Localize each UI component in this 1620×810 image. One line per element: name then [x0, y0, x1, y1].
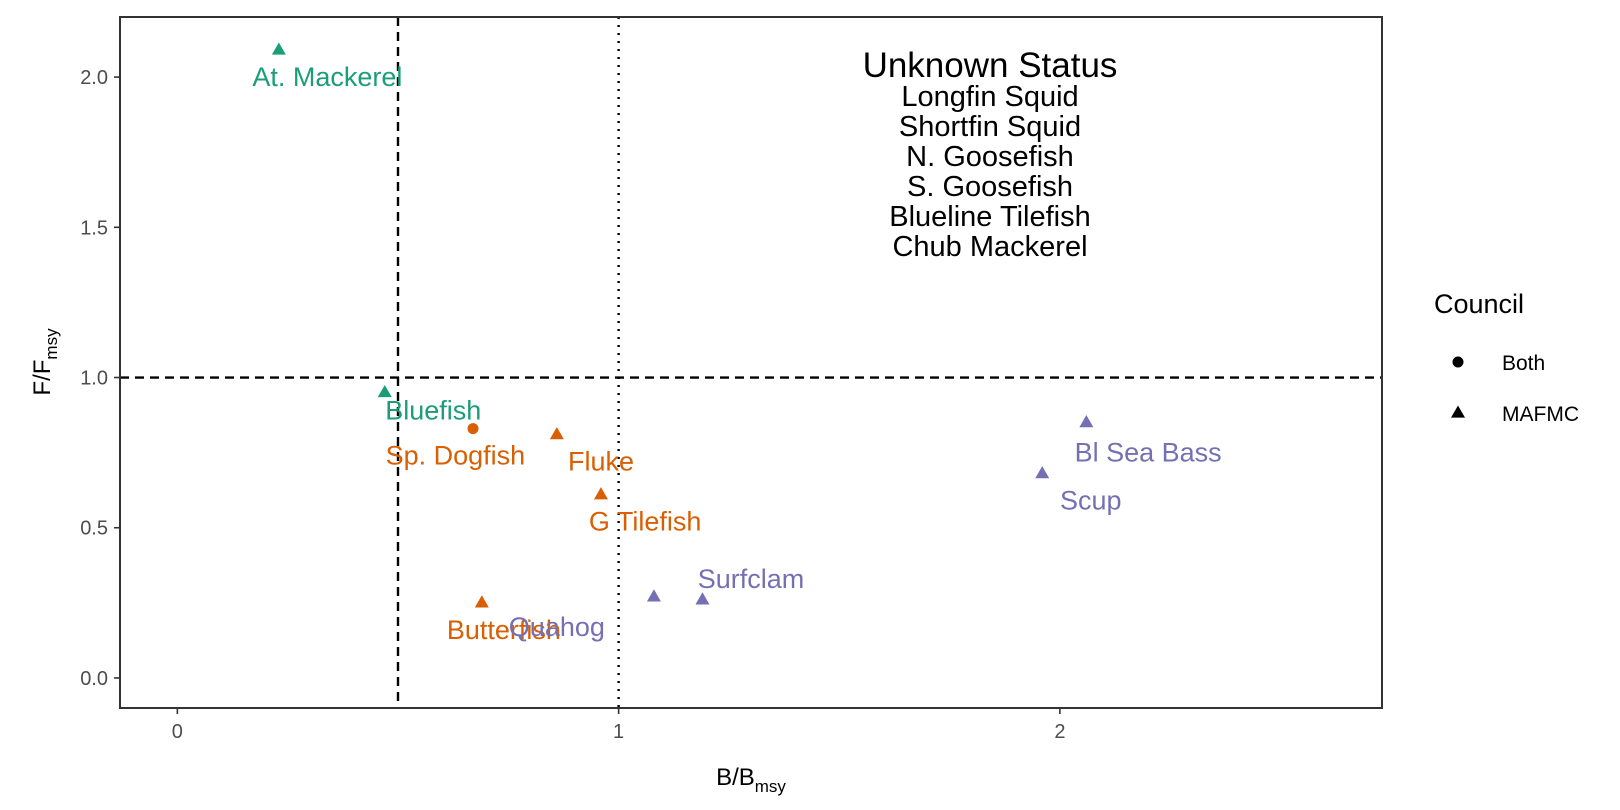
x-axis-title-subscript: msy [755, 777, 787, 796]
y-axis-title-subscript: msy [42, 328, 61, 360]
annotation-item: N. Goosefish [906, 141, 1074, 173]
x-axis-title: B/Bmsy [716, 764, 786, 796]
point-label: Surfclam [698, 564, 805, 594]
x-tick-label: 0 [172, 721, 183, 743]
legend-title: Council [1434, 289, 1524, 319]
y-tick-label: 2.0 [80, 67, 108, 89]
y-axis-title: F/Fmsy [29, 328, 61, 396]
data-point-triangle [549, 427, 564, 440]
annotation-item: Longfin Squid [901, 81, 1078, 113]
y-tick-label: 0.5 [80, 518, 108, 540]
data-point-triangle [271, 42, 286, 55]
data-point-circle [467, 423, 479, 435]
legend: Council Both MAFMC [1434, 289, 1579, 426]
data-points [271, 42, 1094, 608]
y-tick-label: 0.0 [80, 668, 108, 690]
data-point-triangle [593, 487, 608, 500]
annotation-title: Unknown Status [863, 46, 1118, 85]
point-label: Fluke [568, 447, 634, 477]
legend-label: Both [1502, 352, 1545, 375]
data-point-triangle [1035, 466, 1050, 479]
annotation-item: Chub Mackerel [892, 231, 1087, 263]
y-tick-label: 1.0 [80, 368, 108, 390]
data-point-triangle [1079, 415, 1094, 428]
reference-lines [120, 17, 1382, 708]
data-point-triangle [695, 592, 710, 605]
x-tick-label: 1 [613, 721, 624, 743]
point-label: Butterfish [447, 615, 561, 645]
point-label: Quahog [509, 612, 605, 642]
annotation-item: Shortfin Squid [899, 111, 1081, 143]
point-label: Bl Sea Bass [1075, 438, 1222, 468]
legend-key-circle [1452, 356, 1464, 368]
point-label: Bluefish [385, 396, 481, 426]
data-point-triangle [377, 384, 392, 398]
point-label: At. Mackerel [252, 62, 402, 92]
annotation-item: S. Goosefish [907, 171, 1073, 203]
x-tick-label: 2 [1054, 721, 1065, 743]
point-label: G Tilefish [589, 507, 702, 537]
point-label: Scup [1060, 486, 1122, 516]
point-label: Sp. Dogfish [386, 441, 526, 471]
plot-panel-border [119, 16, 1383, 709]
legend-key-triangle [1451, 405, 1465, 418]
y-tick-label: 1.5 [80, 217, 108, 239]
data-point-triangle [474, 595, 489, 608]
x-axis: 0 1 2 [172, 708, 1065, 743]
data-point-triangle [646, 589, 661, 602]
x-axis-title-main: B/B [716, 764, 755, 791]
legend-label: MAFMC [1502, 403, 1579, 426]
y-axis-title-main: F/F [29, 360, 56, 396]
y-axis: 0.0 0.5 1.0 1.5 2.0 [80, 67, 120, 690]
point-labels: At. Mackerel Bluefish Sp. Dogfish Fluke G Ti… [252, 62, 1221, 645]
annotation-item: Blueline Tilefish [889, 201, 1091, 233]
